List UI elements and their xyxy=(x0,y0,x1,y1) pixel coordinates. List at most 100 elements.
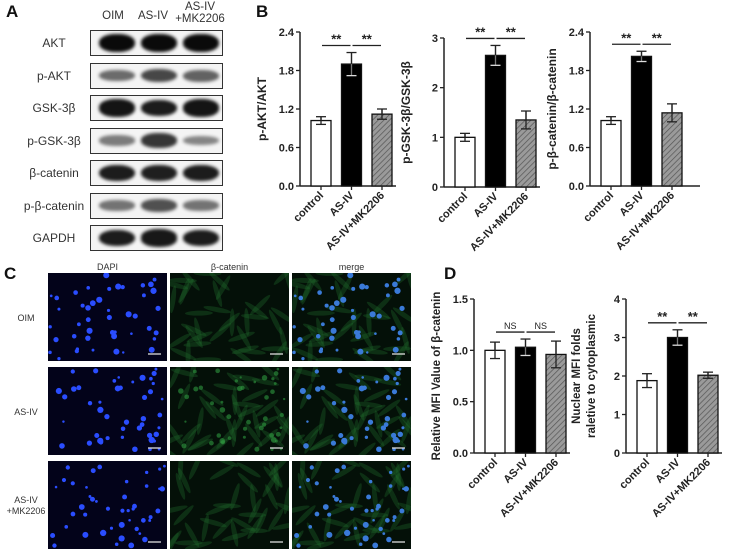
significance-label: NS xyxy=(504,321,517,331)
y-tick-label: 1.8 xyxy=(569,66,584,78)
significance-label: ** xyxy=(621,30,632,45)
blot-band xyxy=(183,34,219,52)
error-bar xyxy=(346,51,357,77)
micrograph-dapi xyxy=(48,367,167,455)
y-tick-label: 1.0 xyxy=(453,345,468,357)
significance-label: ** xyxy=(362,32,373,47)
y-tick-label: 0.6 xyxy=(279,143,294,155)
blot-row-label: p-AKT xyxy=(36,68,71,83)
y-tick-label: 0 xyxy=(614,448,620,460)
blot-band xyxy=(99,200,135,211)
bar-as-iv-mk2206 xyxy=(371,113,393,187)
blot-row-label: p-β-catenin xyxy=(23,198,85,213)
micrograph-dapi xyxy=(48,273,167,361)
x-tick-label: control xyxy=(435,191,470,226)
bar-as-iv-mk2206 xyxy=(515,119,537,188)
y-axis-label: p-GSK-3β/GSK-3β xyxy=(399,61,413,164)
panel-label-b: B xyxy=(256,2,269,21)
panel-label-d: D xyxy=(444,264,457,283)
significance-label: ** xyxy=(331,32,342,47)
lane-label: AS-IV +MK2206 xyxy=(175,1,225,25)
blot-band-strip xyxy=(90,127,223,154)
y-tick-label: 3 xyxy=(432,33,438,45)
y-tick-label: 0 xyxy=(432,182,438,194)
micrograph-merge xyxy=(292,273,411,361)
y-tick-label: 2 xyxy=(614,371,620,383)
blot-row-label: p-GSK-3β xyxy=(27,133,81,148)
blot-band xyxy=(183,164,219,182)
image-column-label: β-catenin xyxy=(210,262,249,272)
bar-as-iv-mk2206 xyxy=(697,374,719,454)
x-tick-label: control xyxy=(291,190,326,225)
panel-label-a: A xyxy=(6,2,19,21)
error-bar xyxy=(490,44,501,66)
error-bar xyxy=(703,371,713,379)
blot-band xyxy=(99,34,135,52)
significance-label: ** xyxy=(688,309,699,324)
y-tick-label: 1 xyxy=(614,410,620,422)
blot-band xyxy=(99,69,135,82)
significance-label: ** xyxy=(506,24,517,39)
y-axis-label: p-AKT/AKT xyxy=(255,76,269,141)
y-tick-label: 2 xyxy=(432,83,438,95)
blot-band xyxy=(183,99,219,117)
y-tick-label: 2.4 xyxy=(279,27,295,39)
y-tick-label: 1.5 xyxy=(453,294,468,306)
blot-row-label: β-catenin xyxy=(29,166,79,180)
y-tick-label: 4 xyxy=(614,294,621,306)
bar-control xyxy=(310,119,332,187)
y-tick-label: 2.4 xyxy=(569,27,585,39)
y-tick-label: 0.6 xyxy=(569,143,584,155)
micrograph-beta-catenin xyxy=(170,367,289,455)
lane-label: OIM xyxy=(102,10,124,22)
y-axis-label: Relative MFI Value of β-catenin xyxy=(431,292,443,461)
significance-label: NS xyxy=(534,321,547,331)
image-column-label: merge xyxy=(338,262,365,272)
y-tick-label: 0.0 xyxy=(569,181,584,193)
error-bar xyxy=(636,50,647,63)
blot-band xyxy=(183,135,219,146)
x-tick-label: control xyxy=(465,457,500,492)
image-column-label: DAPI xyxy=(96,262,118,272)
bar-as-iv xyxy=(666,336,689,454)
y-tick-label: 0.5 xyxy=(453,397,468,409)
micrograph-merge xyxy=(292,367,411,455)
lane-label: AS-IV xyxy=(137,10,169,22)
x-tick-label: control xyxy=(581,190,616,225)
bar-control xyxy=(636,379,658,454)
blot-band xyxy=(141,198,177,213)
blot-band xyxy=(141,133,177,148)
micrograph-dapi xyxy=(48,461,167,549)
significance-label: ** xyxy=(652,30,663,45)
micrograph-beta-catenin xyxy=(170,273,289,361)
error-bar xyxy=(667,103,677,123)
bar-control xyxy=(484,349,506,454)
blot-band xyxy=(183,69,219,82)
blot-band-strip xyxy=(90,62,223,89)
error-bar xyxy=(316,116,326,126)
bar-chart-3: 0.0 0.6 1.2 1.8 2.4 p-β-catenin/β-catenin cont… xyxy=(545,27,700,253)
blot-band xyxy=(141,229,177,247)
error-bar xyxy=(520,338,531,357)
blot-band-strip xyxy=(90,225,223,251)
y-tick-label: 1.2 xyxy=(279,104,294,116)
blot-band-strip xyxy=(90,160,223,186)
image-row-label: AS-IV +MK2206 xyxy=(6,495,46,516)
error-bar xyxy=(606,116,616,126)
bar-as-iv-mk2206 xyxy=(545,353,567,454)
blot-band-strip xyxy=(90,30,223,56)
bar-chart-5: 0 1 2 3 4 Nuclear MFI folds raletive to cytopl… xyxy=(571,294,722,520)
blot-band xyxy=(141,99,177,117)
blot-band xyxy=(99,135,135,146)
image-row-label: OIM xyxy=(17,313,35,323)
bar-control xyxy=(454,136,476,188)
error-bar xyxy=(521,110,531,130)
y-axis-label: p-β-catenin/β-catenin xyxy=(545,48,559,169)
y-tick-label: 1.2 xyxy=(569,104,584,116)
error-bar xyxy=(460,132,470,142)
significance-label: ** xyxy=(475,24,486,39)
micrograph-merge xyxy=(292,461,411,549)
blot-band xyxy=(99,164,135,182)
error-bar xyxy=(377,108,387,120)
